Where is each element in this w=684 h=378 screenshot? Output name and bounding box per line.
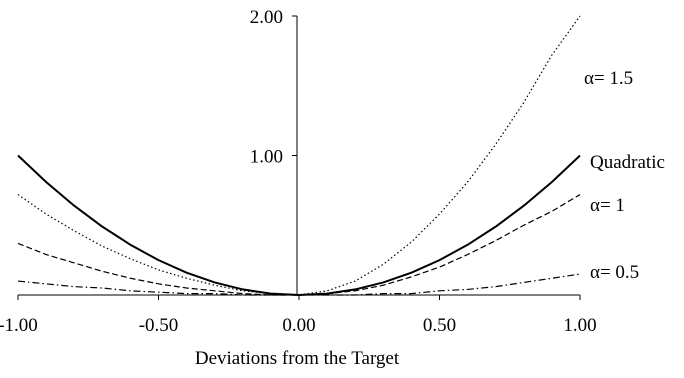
series-line--1: [17, 194, 581, 296]
x-tick-label: 0.00: [282, 315, 315, 336]
series-label: α= 0.5: [590, 262, 639, 283]
series-label: α= 1.5: [584, 68, 633, 89]
x-tick-label: -0.50: [139, 315, 179, 336]
y-tick-label: 2.00: [250, 7, 283, 28]
series-line-quadratic: [17, 154, 581, 296]
series-label: Quadratic: [590, 152, 665, 173]
series-line--0-5: [17, 273, 581, 296]
y-tick-label: 1.00: [250, 147, 283, 168]
x-axis-label: Deviations from the Target: [195, 348, 400, 369]
labels: α= 1.5 Quadratic α= 1 α= 0.5: [584, 68, 665, 283]
axes: -1.00 -0.50 0.00 0.50 1.00 1.00 2.00: [0, 7, 597, 336]
x-tick-label: 1.00: [563, 315, 596, 336]
x-tick-label: 0.50: [423, 315, 456, 336]
curves: [17, 15, 581, 296]
series-label: α= 1: [590, 195, 625, 216]
series-line--1-5: [17, 15, 581, 296]
x-tick-label: -1.00: [0, 315, 38, 336]
